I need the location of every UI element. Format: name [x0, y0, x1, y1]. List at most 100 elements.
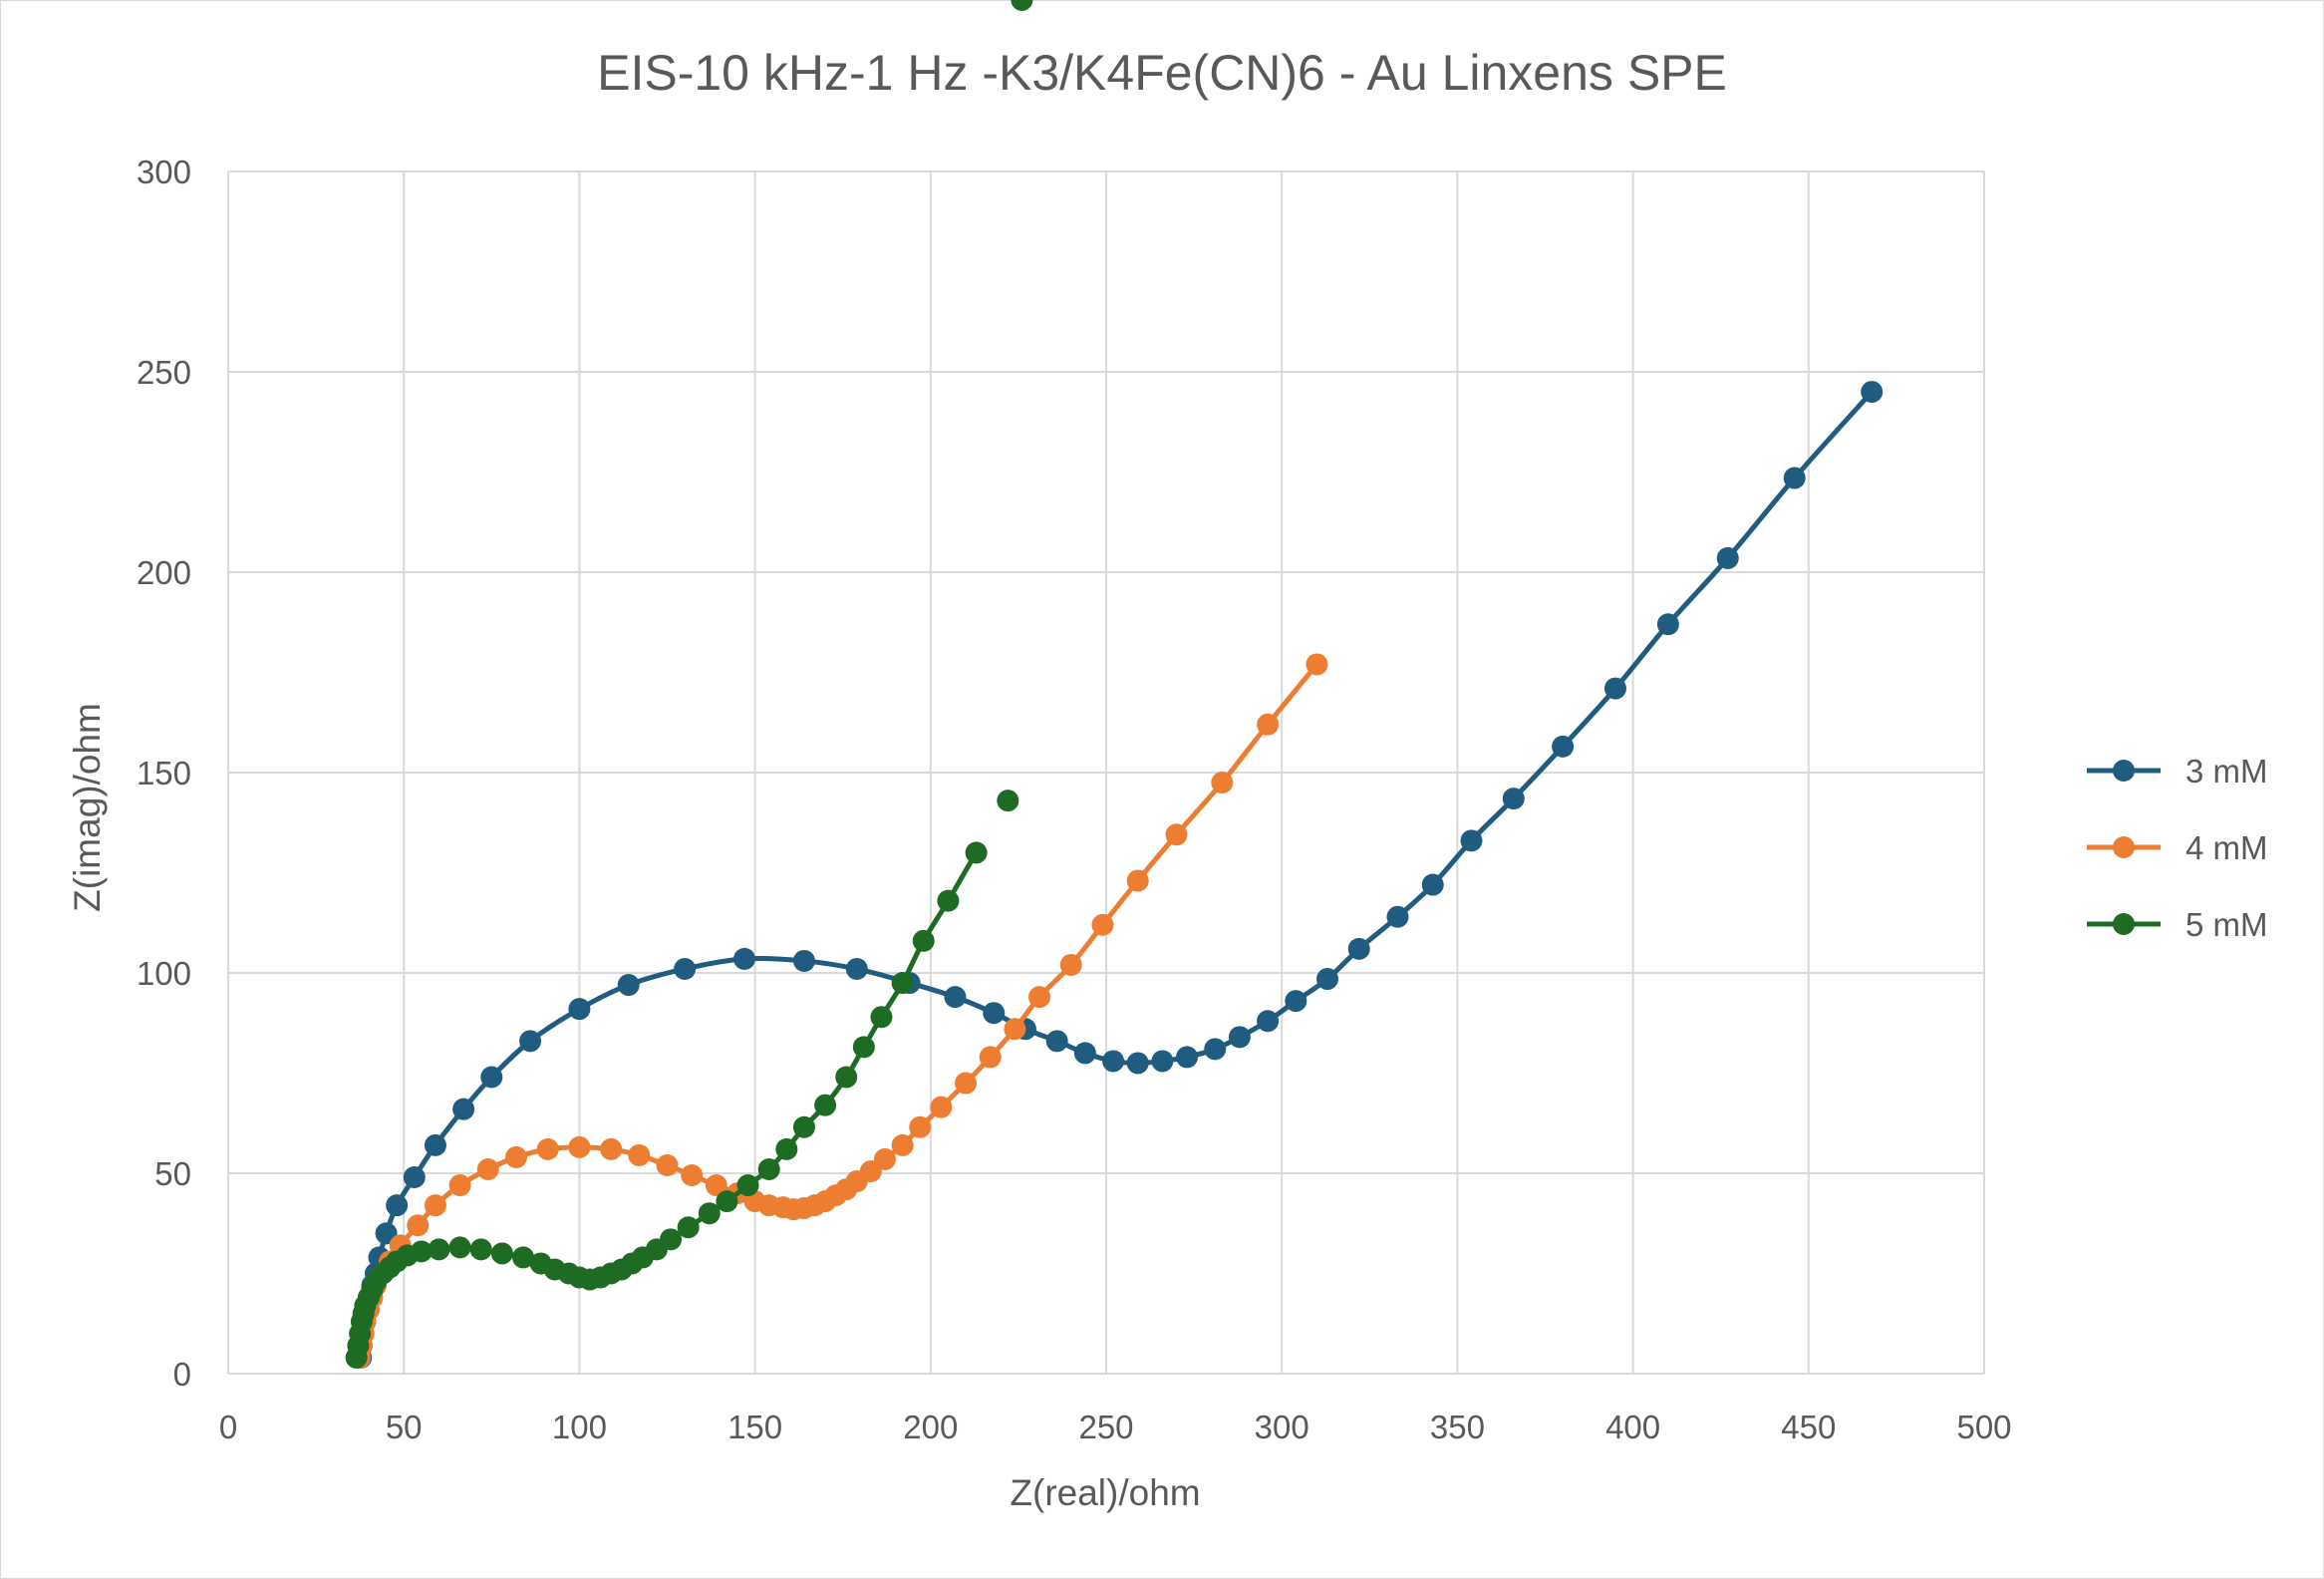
data-point: [1257, 713, 1280, 736]
data-point: [448, 1174, 471, 1197]
data-point: [792, 949, 815, 972]
data-point: [1004, 1018, 1026, 1041]
y-tick-label: 50: [154, 1155, 191, 1192]
x-tick-label: 500: [1956, 1409, 2011, 1445]
data-point: [1091, 913, 1114, 936]
data-point: [814, 1094, 837, 1116]
data-point: [912, 929, 935, 952]
data-point: [1028, 986, 1051, 1009]
data-point: [705, 1174, 727, 1197]
data-point: [845, 957, 868, 980]
legend-label: 3 mM: [2185, 753, 2268, 790]
data-point: [407, 1214, 430, 1237]
data-point: [1502, 788, 1525, 810]
data-point: [1126, 1052, 1149, 1075]
plot-series: [345, 0, 1884, 1369]
data-point: [424, 1194, 446, 1217]
data-point: [983, 1002, 1006, 1025]
data-point: [979, 1046, 1002, 1069]
x-tick-label: 200: [903, 1409, 958, 1445]
data-point: [792, 1115, 815, 1138]
data-point: [1603, 677, 1626, 700]
data-point: [469, 1238, 492, 1261]
data-point: [452, 1098, 475, 1120]
legend-swatch-marker: [2113, 913, 2135, 935]
data-point: [1656, 613, 1679, 636]
data-point: [1204, 1038, 1227, 1061]
data-point: [870, 1006, 893, 1029]
legend-swatch-marker: [2113, 836, 2135, 858]
data-point: [716, 1190, 738, 1213]
x-tick-label: 300: [1255, 1409, 1309, 1445]
data-point: [698, 1202, 721, 1225]
data-point: [835, 1066, 858, 1089]
y-tick-label: 250: [137, 354, 191, 391]
data-point: [1073, 1042, 1096, 1065]
y-axis-title: Z(imag)/ohm: [67, 703, 108, 912]
x-axis-title: Z(real)/ohm: [1010, 1472, 1200, 1513]
data-point: [519, 1030, 542, 1053]
x-tick-label: 400: [1605, 1409, 1660, 1445]
data-point: [600, 1137, 623, 1160]
data-point: [909, 1115, 932, 1138]
series-3-mm: [350, 381, 1884, 1369]
data-point: [568, 1135, 591, 1158]
legend-item: 3 mM: [2087, 753, 2268, 790]
data-point: [1421, 873, 1444, 896]
data-point: [1783, 467, 1806, 489]
chart-title: EIS-10 kHz-1 Hz -K3/K4Fe(CN)6 - Au Linxe…: [597, 45, 1727, 101]
data-point: [617, 974, 640, 997]
series-5-mm: [345, 0, 1033, 1369]
data-point: [428, 1238, 450, 1261]
series-line: [354, 851, 979, 1359]
data-point: [1460, 829, 1483, 852]
data-point: [1285, 990, 1307, 1013]
data-point: [1228, 1026, 1251, 1049]
data-point: [1306, 653, 1328, 676]
x-tick-label: 100: [552, 1409, 607, 1445]
data-point: [674, 957, 697, 980]
data-point: [536, 1137, 559, 1160]
data-point: [476, 1157, 499, 1180]
data-point: [568, 998, 591, 1021]
data-point: [1059, 953, 1082, 976]
data-point: [965, 841, 988, 864]
data-point: [1386, 905, 1409, 928]
data-point: [733, 947, 756, 970]
data-point: [873, 1147, 896, 1170]
y-tick-label: 100: [137, 955, 191, 992]
data-point: [1045, 1030, 1068, 1053]
legend-label: 5 mM: [2185, 906, 2268, 943]
x-tick-label: 50: [386, 1409, 423, 1445]
data-point: [1347, 937, 1370, 960]
data-point: [1861, 381, 1884, 404]
data-point: [930, 1096, 953, 1118]
x-tick-label: 150: [727, 1409, 782, 1445]
x-tick-label: 450: [1781, 1409, 1836, 1445]
data-point: [512, 1246, 535, 1269]
data-point: [1151, 1050, 1174, 1073]
data-point: [757, 1157, 780, 1180]
data-point: [1316, 968, 1339, 991]
data-point: [1211, 772, 1234, 794]
y-tick-label: 200: [137, 554, 191, 591]
data-point: [1165, 823, 1188, 846]
data-point: [1102, 1050, 1125, 1073]
data-point: [775, 1137, 798, 1160]
legend-item: 4 mM: [2087, 829, 2268, 866]
data-point: [480, 1066, 503, 1089]
data-point: [955, 1072, 978, 1095]
data-point: [736, 1174, 759, 1197]
data-point: [1126, 869, 1149, 892]
data-point: [852, 1036, 875, 1059]
legend-swatch-marker: [2113, 760, 2135, 782]
y-tick-label: 300: [137, 154, 191, 190]
data-point: [504, 1145, 527, 1168]
data-point: [937, 889, 960, 912]
data-point: [681, 1164, 704, 1187]
data-point: [1552, 735, 1575, 758]
data-point: [660, 1228, 683, 1251]
data-point: [1011, 0, 1033, 11]
y-tick-label: 0: [173, 1356, 191, 1393]
